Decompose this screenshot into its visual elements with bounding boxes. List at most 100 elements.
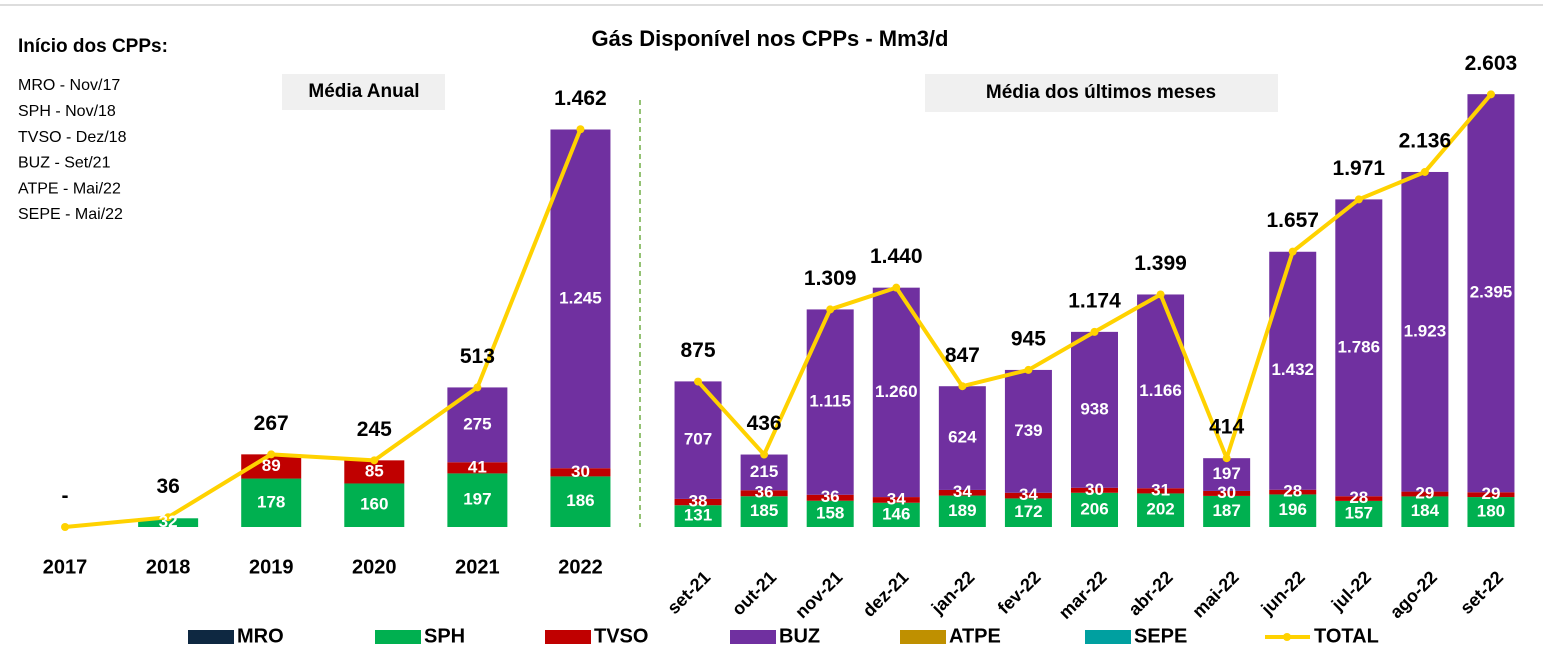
bar-segment (1203, 458, 1251, 491)
total-point (1288, 247, 1297, 256)
legend-swatch (545, 630, 591, 644)
total-point (370, 456, 379, 465)
segment-label: 189 (948, 501, 976, 520)
bar-segment (1203, 490, 1251, 496)
segment-label: 2.395 (1470, 283, 1513, 302)
x-tick-label: 2022 (558, 556, 603, 578)
bar-segment (1071, 331, 1118, 488)
bar-segment (1004, 369, 1052, 493)
note: ATPE - Mai/22 (18, 180, 121, 197)
bar-segment (1335, 199, 1383, 497)
bar-segment (740, 496, 788, 527)
x-tick-label: nov-21 (791, 567, 846, 622)
bar-segment (1269, 494, 1317, 527)
x-tick-label: jul-22 (1327, 567, 1375, 615)
bar-segment (1004, 492, 1052, 499)
panel-subtitle: Média Anual (308, 81, 419, 102)
subtitle-box (925, 74, 1278, 112)
segment-label: 30 (571, 462, 590, 481)
segment-label: 215 (750, 462, 778, 481)
segment-label: 29 (1482, 484, 1501, 503)
chart-title: Gás Disponível nos CPPs - Mm3/d (592, 26, 949, 51)
segment-label: 38 (689, 492, 708, 511)
legend-label: TVSO (594, 625, 648, 647)
total-label: 1.657 (1266, 209, 1319, 232)
note: TVSO - Dez/18 (18, 129, 127, 146)
total-label: 1.971 (1333, 157, 1386, 180)
x-tick-label: 2018 (146, 556, 191, 578)
segment-label: 187 (1212, 501, 1240, 520)
note: MRO - Nov/17 (18, 77, 120, 94)
bar-segment (447, 462, 508, 474)
bar-segment (1071, 487, 1118, 493)
bar-segment (1203, 495, 1251, 527)
total-point (826, 305, 835, 314)
segment-label: 624 (948, 428, 977, 447)
x-tick-label: 2020 (352, 556, 397, 578)
bar-segment (740, 490, 788, 497)
segment-label: 707 (684, 430, 712, 449)
bar-segment (1401, 496, 1449, 527)
legend-label: TOTAL (1314, 625, 1379, 647)
total-label: 875 (681, 339, 716, 362)
subtitle-box (282, 74, 445, 110)
bar-segment (872, 287, 920, 498)
legend-label: SPH (424, 625, 465, 647)
total-label: 1.440 (870, 245, 923, 268)
legend-swatch (900, 630, 946, 644)
legend-swatch (730, 630, 776, 644)
x-tick-label: 2019 (249, 556, 294, 578)
bar-segment (674, 505, 722, 527)
bar-segment (872, 497, 920, 503)
segment-label: 1.432 (1271, 360, 1314, 379)
total-label: 1.309 (804, 267, 857, 290)
bar-segment (138, 518, 199, 527)
segment-label: 275 (463, 414, 491, 433)
legend-label: BUZ (779, 625, 820, 647)
panel-subtitle: Média dos últimos meses (986, 82, 1216, 103)
segment-label: 28 (1283, 482, 1302, 501)
total-label: 245 (357, 418, 392, 441)
total-label: 2.603 (1465, 52, 1518, 75)
segment-label: 1.115 (809, 392, 851, 411)
bar-segment (740, 454, 788, 491)
segment-label: 36 (821, 487, 840, 506)
total-point (1024, 365, 1033, 374)
legend-swatch (188, 630, 234, 644)
segment-label: 34 (1019, 485, 1038, 504)
total-label: - (62, 485, 69, 508)
legend-label: ATPE (949, 625, 1001, 647)
bar-segment (447, 473, 508, 527)
total-label: 945 (1011, 327, 1046, 350)
bar-segment (1335, 496, 1383, 501)
x-tick-label: abr-22 (1124, 567, 1176, 619)
bar-segment (938, 386, 986, 490)
legend-swatch (1283, 633, 1291, 641)
total-point (1222, 454, 1231, 463)
bar-segment (241, 478, 302, 527)
total-label: 1.462 (554, 87, 607, 110)
bar-segment (1335, 500, 1383, 527)
total-label: 2.136 (1399, 130, 1452, 153)
bar-segment (1467, 492, 1515, 498)
x-tick-label: 2021 (455, 556, 500, 578)
segment-label: 31 (1151, 480, 1170, 499)
bar-segment (550, 129, 611, 469)
segment-label: 34 (953, 482, 972, 501)
segment-label: 1.786 (1338, 337, 1381, 356)
segment-label: 34 (887, 489, 906, 508)
bar-segment (1467, 497, 1515, 527)
segment-label: 938 (1080, 399, 1108, 418)
segment-label: 184 (1411, 501, 1440, 520)
x-tick-label: mar-22 (1055, 567, 1111, 623)
total-point (1156, 290, 1165, 299)
x-tick-label: fev-22 (994, 567, 1045, 618)
x-tick-label: out-21 (728, 567, 780, 619)
segment-label: 30 (1085, 480, 1104, 499)
bar-segment (806, 494, 854, 501)
segment-label: 739 (1014, 421, 1042, 440)
total-point (164, 513, 173, 522)
segment-label: 36 (755, 483, 774, 502)
segment-label: 197 (463, 490, 491, 509)
bar-segment (1071, 492, 1118, 527)
